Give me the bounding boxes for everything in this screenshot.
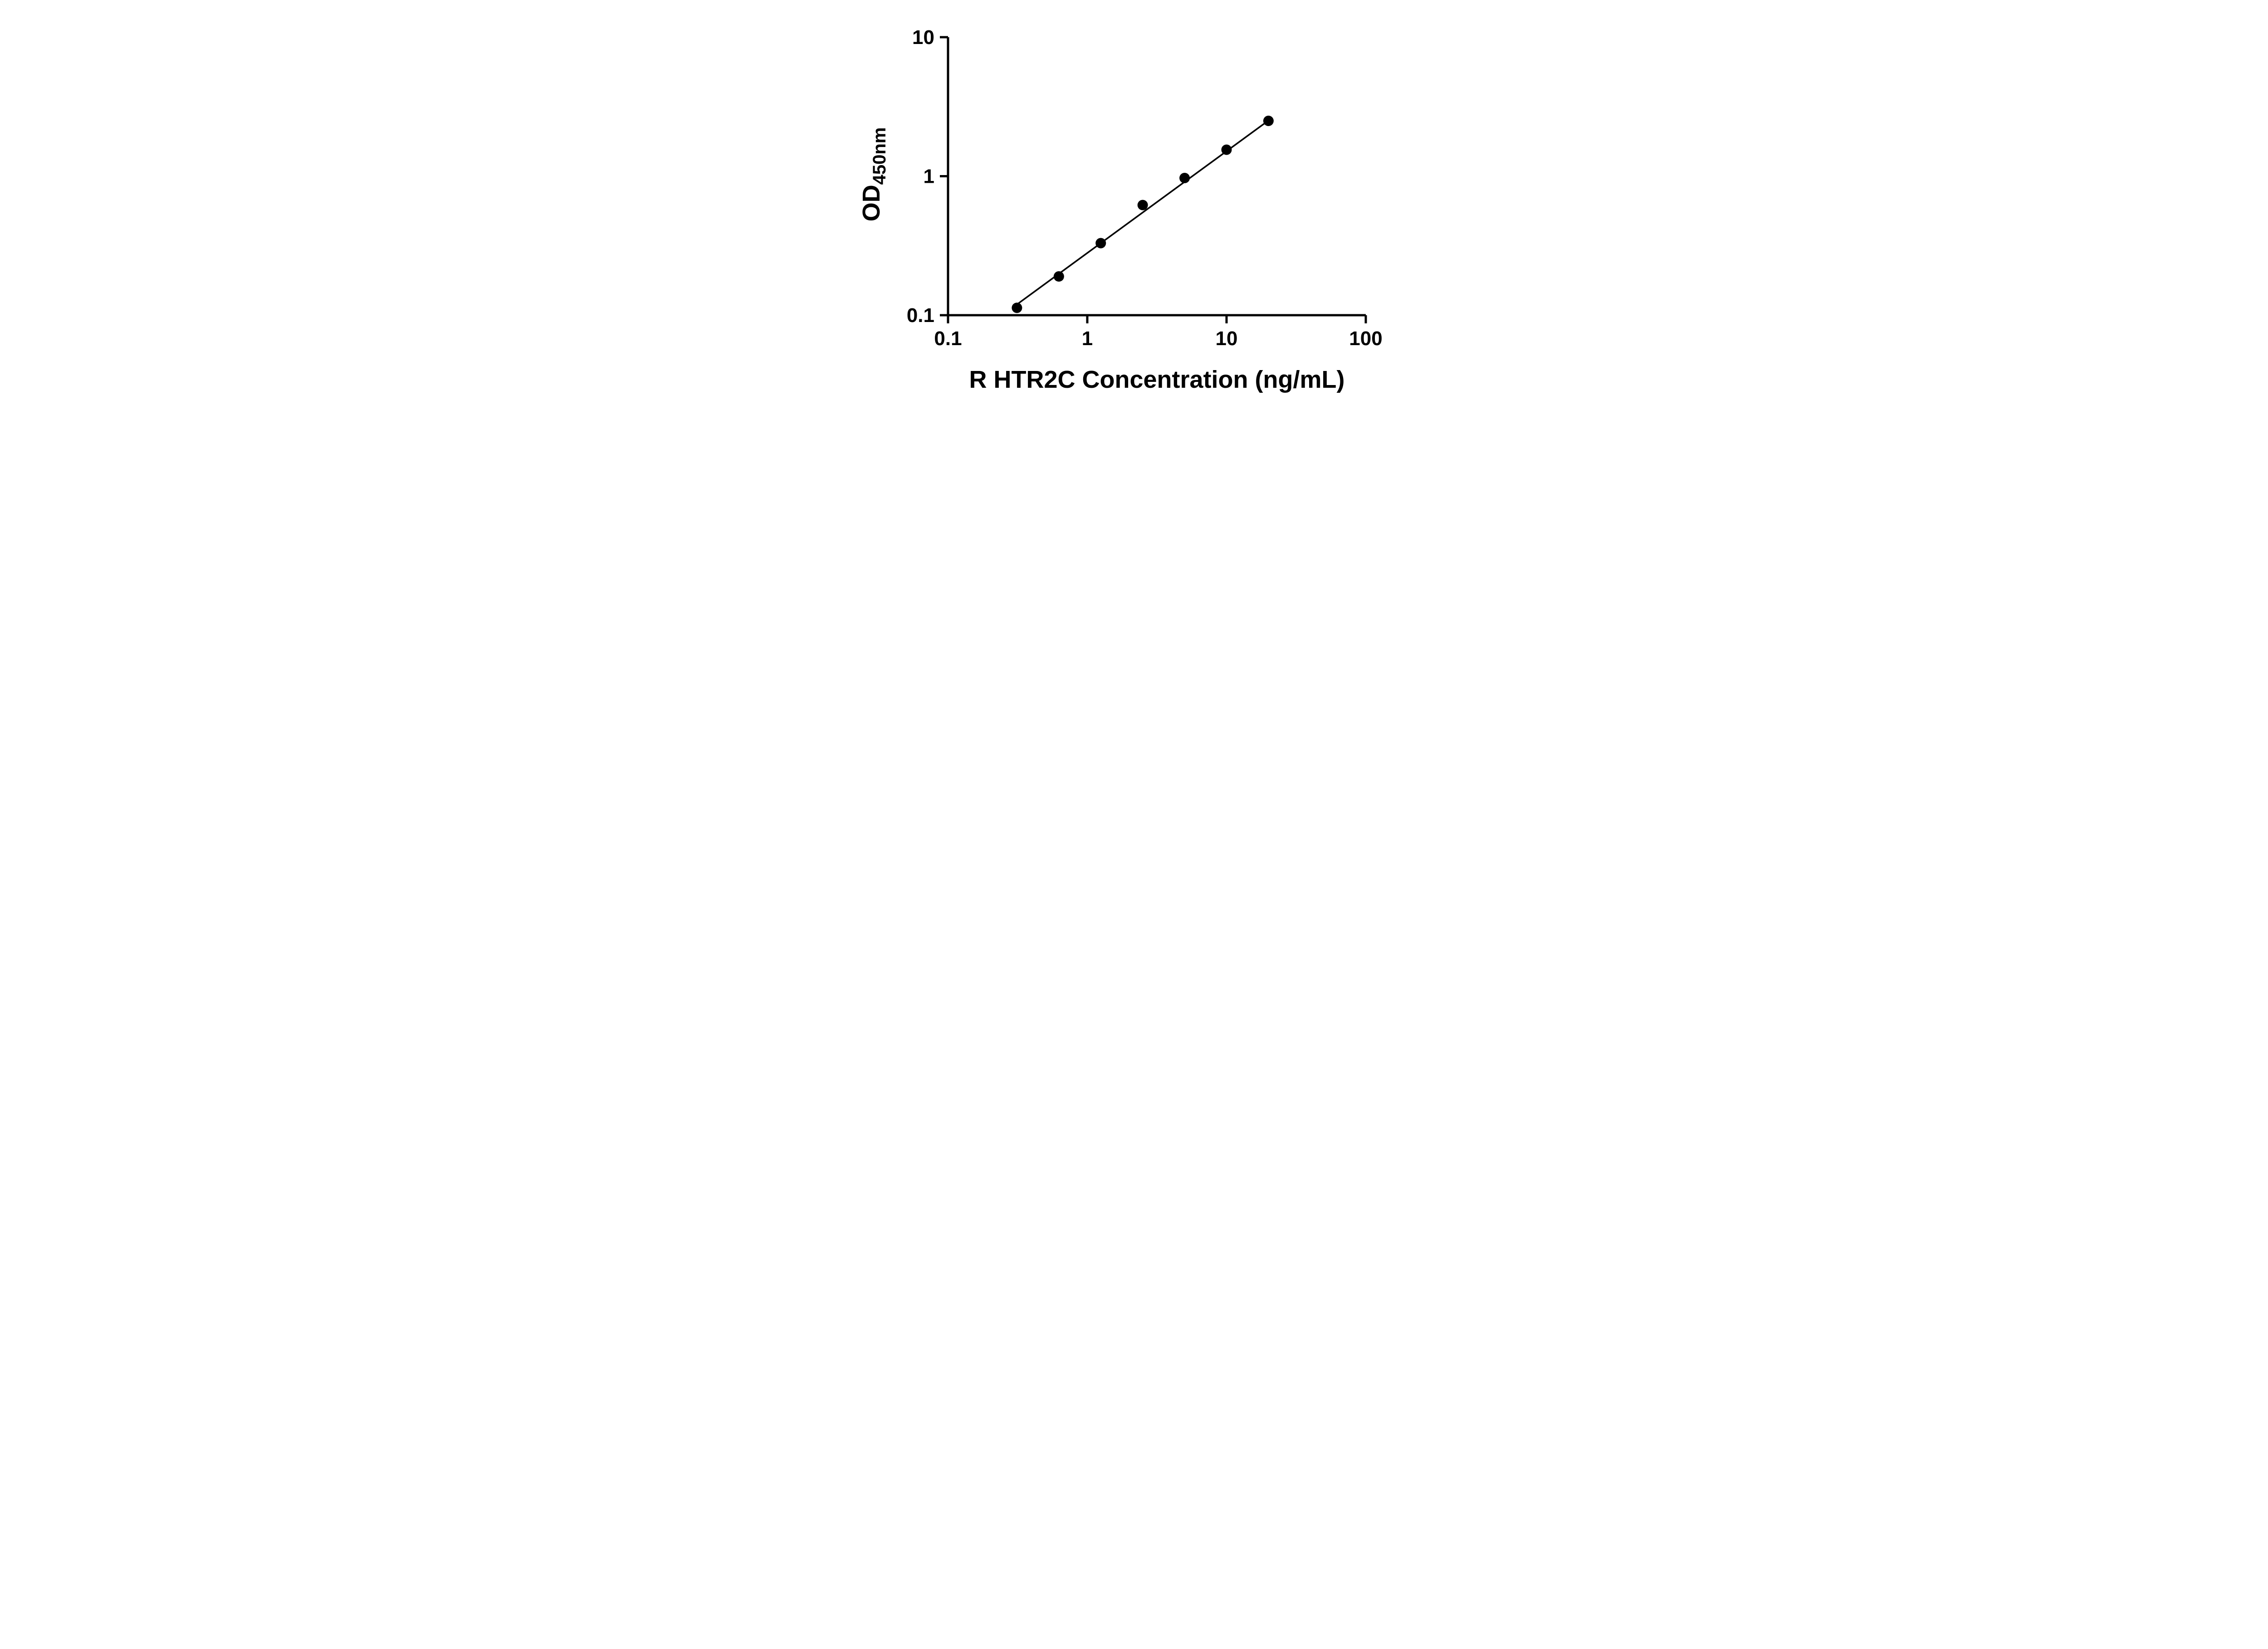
x-tick-label: 0.1: [934, 327, 962, 350]
standard-curve-figure: 0.1 1 10 100 0.1 1 10 R HTR2C Concentration (ng…: [848, 0, 1420, 412]
data-point: [1053, 271, 1064, 282]
y-tick-label: 10: [912, 26, 934, 49]
y-tick-label: 1: [924, 166, 934, 188]
data-point: [1179, 173, 1190, 184]
x-tick-label: 10: [1216, 327, 1238, 350]
data-point: [1263, 116, 1274, 127]
data-point: [1095, 238, 1106, 249]
y-axis-title-subscript: 450nm: [870, 127, 890, 185]
data-point: [1012, 302, 1022, 313]
fit-line: [1014, 118, 1271, 307]
x-axis-title: R HTR2C Concentration (ng/mL): [969, 366, 1345, 393]
y-tick-label: 0.1: [907, 304, 934, 327]
data-point: [1137, 200, 1148, 210]
x-tick-label: 100: [1349, 327, 1382, 350]
x-tick-label: 1: [1082, 327, 1093, 350]
y-axis-title: OD450nm: [858, 127, 890, 222]
chart-plot: 0.1 1 10 100 0.1 1 10 R HTR2C Concentration (ng…: [858, 26, 1383, 393]
data-point: [1221, 144, 1232, 155]
